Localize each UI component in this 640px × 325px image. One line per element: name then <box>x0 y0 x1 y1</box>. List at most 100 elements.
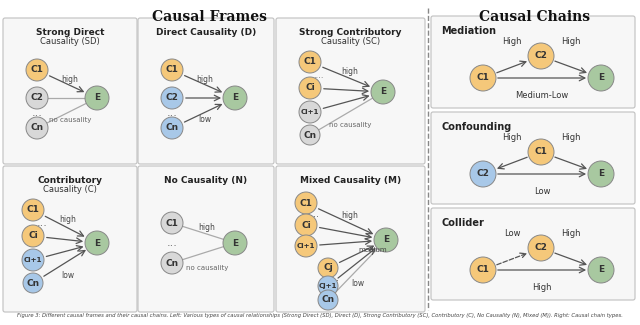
Circle shape <box>22 249 44 271</box>
FancyBboxPatch shape <box>3 166 137 312</box>
Text: low: low <box>198 115 212 124</box>
Text: ....: .... <box>313 71 323 80</box>
Text: Causality (SD): Causality (SD) <box>40 37 100 46</box>
Text: Cn: Cn <box>26 279 40 288</box>
Text: Cn: Cn <box>31 124 44 133</box>
Text: Low: Low <box>534 187 550 196</box>
Text: High: High <box>561 228 580 238</box>
Text: No Causality (N): No Causality (N) <box>164 176 248 185</box>
Text: C2: C2 <box>534 243 547 253</box>
Circle shape <box>371 80 395 104</box>
FancyBboxPatch shape <box>138 166 274 312</box>
Text: Collider: Collider <box>441 218 484 228</box>
Text: high: high <box>342 68 358 76</box>
Circle shape <box>528 139 554 165</box>
Circle shape <box>23 273 43 293</box>
Circle shape <box>22 225 44 247</box>
Circle shape <box>318 290 338 310</box>
Text: High: High <box>561 36 580 46</box>
FancyBboxPatch shape <box>138 18 274 164</box>
Text: High: High <box>532 282 552 292</box>
Circle shape <box>299 51 321 73</box>
Text: medium: medium <box>358 247 387 253</box>
Text: C1: C1 <box>477 73 490 83</box>
Circle shape <box>161 59 183 81</box>
Circle shape <box>223 86 247 110</box>
Text: High: High <box>502 133 522 141</box>
Text: Causality (SC): Causality (SC) <box>321 37 380 46</box>
Text: C2: C2 <box>534 51 547 60</box>
Text: Cj+1: Cj+1 <box>319 283 337 289</box>
Circle shape <box>85 86 109 110</box>
Circle shape <box>161 212 183 234</box>
Circle shape <box>299 77 321 99</box>
Circle shape <box>470 161 496 187</box>
Circle shape <box>374 228 398 252</box>
Text: E: E <box>232 239 238 248</box>
Circle shape <box>528 235 554 261</box>
Text: E: E <box>232 94 238 102</box>
Text: Low: Low <box>504 228 520 238</box>
Text: C1: C1 <box>534 148 547 157</box>
FancyBboxPatch shape <box>431 112 635 204</box>
Text: High: High <box>502 36 522 46</box>
Text: C2: C2 <box>31 94 44 102</box>
Text: E: E <box>598 73 604 83</box>
Text: C1: C1 <box>166 66 179 74</box>
Text: low: low <box>351 279 365 288</box>
Text: Medium-Low: Medium-Low <box>515 90 568 99</box>
Text: high: high <box>196 75 213 84</box>
Circle shape <box>161 252 183 274</box>
Text: ...: ... <box>31 108 42 118</box>
Text: ...: ... <box>166 238 177 248</box>
Text: Causality (C): Causality (C) <box>43 185 97 194</box>
Text: E: E <box>94 94 100 102</box>
Text: high: high <box>61 75 79 84</box>
Circle shape <box>161 117 183 139</box>
Text: no causality: no causality <box>186 265 228 271</box>
Text: high: high <box>60 215 76 225</box>
Text: ...: ... <box>166 108 177 118</box>
Circle shape <box>318 258 338 278</box>
Circle shape <box>295 235 317 257</box>
Text: Causal Chains: Causal Chains <box>479 10 591 24</box>
Text: Ci+1: Ci+1 <box>297 243 315 249</box>
Text: no causality: no causality <box>49 117 91 123</box>
Text: Cn: Cn <box>321 295 335 305</box>
Text: Ci: Ci <box>305 84 315 93</box>
Text: Ci+1: Ci+1 <box>24 257 42 263</box>
Text: high: high <box>342 212 358 220</box>
Text: Ci: Ci <box>28 231 38 240</box>
Text: C1: C1 <box>303 58 316 67</box>
Text: high: high <box>198 224 216 232</box>
Text: ...: ... <box>37 218 48 228</box>
Circle shape <box>528 43 554 69</box>
Circle shape <box>295 192 317 214</box>
FancyBboxPatch shape <box>431 16 635 108</box>
Text: E: E <box>383 236 389 244</box>
Circle shape <box>295 214 317 236</box>
Text: ...: ... <box>330 273 339 283</box>
Text: Contributory: Contributory <box>38 176 102 185</box>
FancyBboxPatch shape <box>431 208 635 300</box>
Circle shape <box>26 87 48 109</box>
Text: low: low <box>61 271 75 280</box>
Text: Strong Direct: Strong Direct <box>36 28 104 37</box>
FancyBboxPatch shape <box>276 18 425 164</box>
Text: Mixed Causality (M): Mixed Causality (M) <box>300 176 401 185</box>
Text: Cn: Cn <box>165 124 179 133</box>
Text: Confounding: Confounding <box>441 122 511 132</box>
Text: no causality: no causality <box>329 122 371 128</box>
Text: C1: C1 <box>477 266 490 275</box>
Text: E: E <box>598 170 604 178</box>
Text: C1: C1 <box>300 199 312 207</box>
Text: Mediation: Mediation <box>441 26 496 36</box>
FancyBboxPatch shape <box>276 166 425 312</box>
Circle shape <box>161 87 183 109</box>
Text: C2: C2 <box>166 94 179 102</box>
Circle shape <box>588 257 614 283</box>
Circle shape <box>26 117 48 139</box>
Circle shape <box>85 231 109 255</box>
Text: Ci+1: Ci+1 <box>301 109 319 115</box>
Text: High: High <box>561 133 580 141</box>
